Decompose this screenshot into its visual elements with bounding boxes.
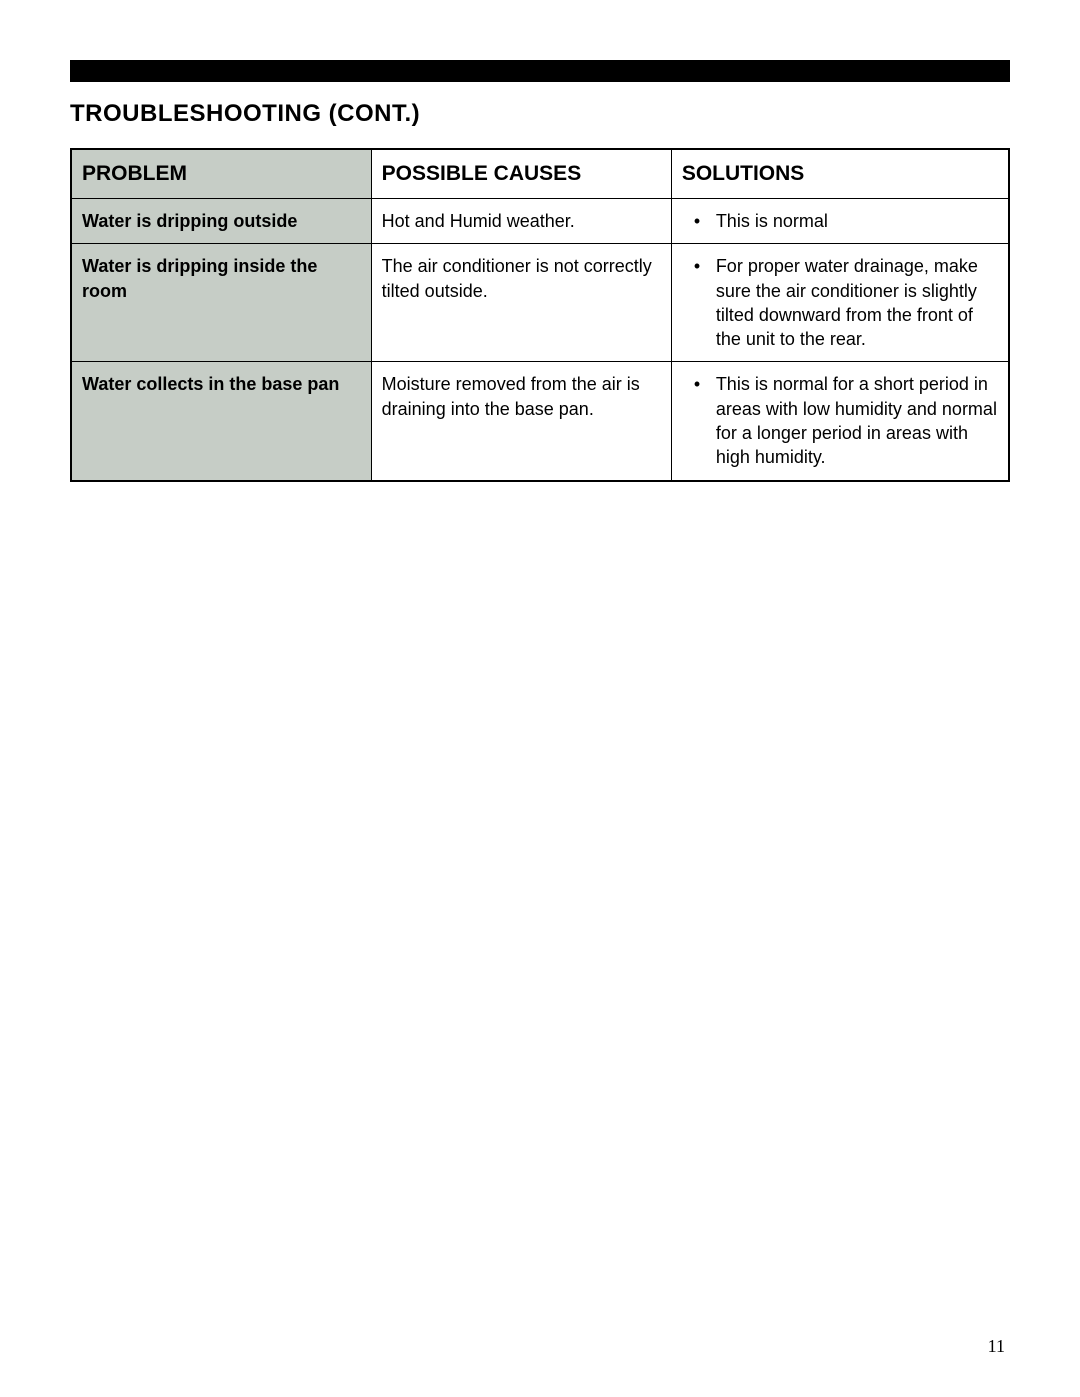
table-body: Water is dripping outside Hot and Humid … [71,199,1009,481]
cell-problem: Water is dripping inside the room [71,244,371,362]
page-title: TROUBLESHOOTING (CONT.) [70,100,1010,128]
solution-list: This is normal [682,209,998,233]
page-container: TROUBLESHOOTING (CONT.) PROBLEM POSSIBLE… [0,0,1080,482]
table-header-row: PROBLEM POSSIBLE CAUSES SOLUTIONS [71,149,1009,199]
table-row: Water is dripping inside the room The ai… [71,244,1009,362]
solution-item: This is normal for a short period in are… [682,372,998,469]
solution-list: This is normal for a short period in are… [682,372,998,469]
cell-cause: Hot and Humid weather. [371,199,671,244]
page-number: 11 [988,1336,1005,1357]
cell-problem: Water collects in the base pan [71,362,371,481]
cell-solution: This is normal [671,199,1009,244]
cell-cause: Moisture removed from the air is drainin… [371,362,671,481]
table-row: Water collects in the base pan Moisture … [71,362,1009,481]
table-header: PROBLEM POSSIBLE CAUSES SOLUTIONS [71,149,1009,199]
cell-solution: This is normal for a short period in are… [671,362,1009,481]
header-solutions: SOLUTIONS [671,149,1009,199]
cell-solution: For proper water drainage, make sure the… [671,244,1009,362]
cell-cause: The air conditioner is not correctly til… [371,244,671,362]
solution-item: For proper water drainage, make sure the… [682,254,998,351]
header-causes: POSSIBLE CAUSES [371,149,671,199]
solution-item: This is normal [682,209,998,233]
header-black-bar [70,60,1010,82]
troubleshoot-table: PROBLEM POSSIBLE CAUSES SOLUTIONS Water … [70,148,1010,482]
table-row: Water is dripping outside Hot and Humid … [71,199,1009,244]
header-problem: PROBLEM [71,149,371,199]
solution-list: For proper water drainage, make sure the… [682,254,998,351]
cell-problem: Water is dripping outside [71,199,371,244]
